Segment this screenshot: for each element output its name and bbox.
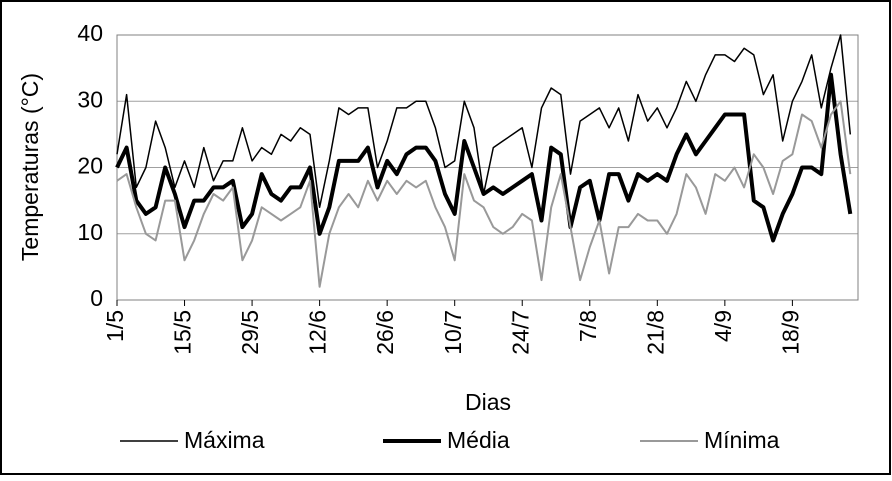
series-line bbox=[115, 72, 853, 243]
y-tick-label: 10 bbox=[77, 219, 103, 245]
x-axis-title: Dias bbox=[465, 389, 511, 415]
x-tick-label: 21/8 bbox=[642, 310, 668, 355]
legend-label: Máxima bbox=[184, 427, 265, 453]
legend-label: Mínima bbox=[704, 427, 780, 453]
y-axis-title: Temperaturas (°C) bbox=[17, 73, 43, 261]
y-tick-label: 40 bbox=[77, 20, 103, 46]
x-tick-label: 15/5 bbox=[170, 310, 196, 355]
x-tick-label: 24/7 bbox=[507, 310, 533, 355]
x-tick-label: 10/7 bbox=[440, 310, 466, 355]
y-tick-label: 0 bbox=[90, 285, 103, 311]
x-tick-label: 26/6 bbox=[372, 310, 398, 355]
legend-label: Média bbox=[447, 427, 510, 453]
y-tick-label: 30 bbox=[77, 86, 103, 112]
x-tick-label: 18/9 bbox=[777, 310, 803, 355]
y-tick-label: 20 bbox=[77, 153, 103, 179]
x-tick-label: 1/5 bbox=[102, 310, 128, 342]
x-tick-label: 7/8 bbox=[575, 310, 601, 342]
x-tick-label: 12/6 bbox=[305, 310, 331, 355]
series-line bbox=[116, 100, 852, 288]
x-tick-label: 4/9 bbox=[710, 310, 736, 342]
x-tick-label: 29/5 bbox=[237, 310, 263, 355]
